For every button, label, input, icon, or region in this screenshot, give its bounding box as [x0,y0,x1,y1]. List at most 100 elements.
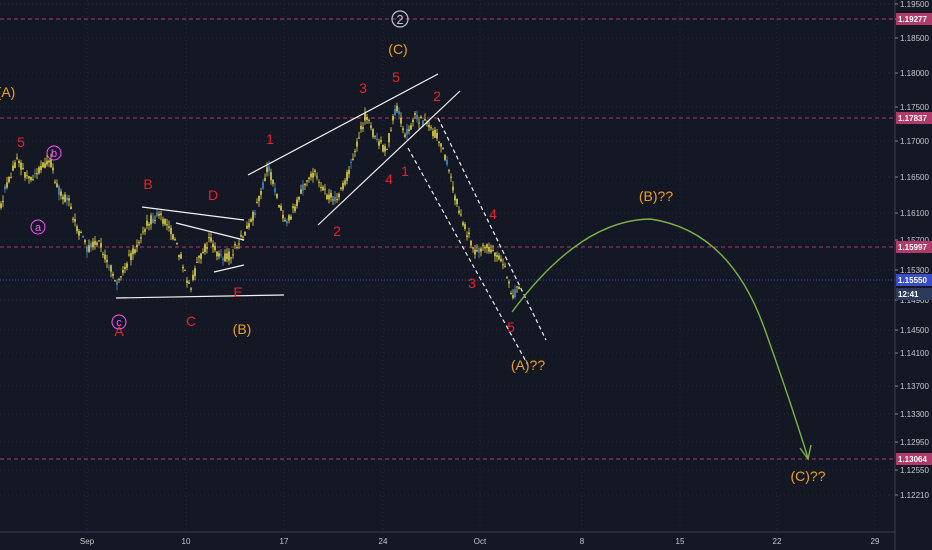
candle-body [180,254,182,259]
wave-labels: 25BD1352412435ACE(A)(C)(B)(A)??(B)??(C)?… [0,10,826,484]
candle-body [296,199,298,206]
candle-body [238,243,240,245]
candle-body [430,127,432,129]
candle-body [210,237,212,242]
candle-body [10,177,12,179]
candle-body [260,191,262,195]
candle-body [258,195,260,202]
candle-body [198,255,200,258]
candle-body [452,186,454,191]
candle-body [66,197,68,201]
candle-body [158,214,160,216]
candle-body [346,172,348,181]
candle-body [354,150,356,152]
candle-body [90,242,92,248]
candle-body [350,161,352,163]
wave-label-red: 3 [468,275,476,291]
candle-body [70,206,72,210]
y-tick-label: 1.15300 [900,266,929,275]
candle-body [362,127,364,129]
candle-body [454,195,456,201]
wave-label-red: A [114,323,124,339]
candle-body [214,245,216,251]
candle-body [96,242,98,245]
y-tick-label: 1.12550 [900,466,929,475]
candle-body [334,196,336,202]
candle-body [488,246,490,252]
candle-body [6,182,8,188]
wave-label-red: 4 [385,171,393,187]
candle-body [276,193,278,198]
candle-body [120,276,122,278]
candle-body [226,253,228,260]
candle-body [142,231,144,233]
candle-body [222,258,224,261]
wave-label-magenta: b [51,148,57,160]
candle-body [432,130,434,137]
wave-label-red: 2 [333,223,341,239]
candle-body [464,224,466,229]
candle-body [308,177,310,180]
candle-body [370,125,372,128]
candle-body [56,183,58,188]
candle-body [196,261,198,263]
candle-body [58,186,60,195]
wave-label-orange: (B) [233,321,252,337]
candle-body [326,194,328,200]
candle-body [336,199,338,201]
candle-body [352,158,354,161]
candle-body [286,220,288,224]
candle-body [40,165,42,171]
candle-body [224,253,226,262]
candle-body [340,187,342,189]
wave-label-orange: (A) [0,84,15,100]
wave-label-magenta: a [35,222,42,234]
candle-body [288,215,290,221]
y-tick-label: 1.15700 [900,236,929,245]
candle-body [310,173,312,178]
candle-body [360,125,362,130]
candle-body [282,214,284,219]
candle-body [398,111,400,115]
candle-body [506,277,508,279]
candle-body [262,182,264,189]
candle-body [140,237,142,239]
candle-body [0,203,2,208]
candle-body [388,133,390,143]
candle-body [394,108,396,116]
candle-body [112,273,114,276]
wave-label-red: 2 [433,88,441,104]
candle-body [358,137,360,139]
candle-body [124,266,126,269]
candle-body [150,215,152,225]
x-tick-label: 10 [182,537,191,546]
candle-body [26,175,28,177]
candle-body [302,184,304,191]
price-level-tag-text: 1.15550 [898,276,927,285]
candle-body [324,188,326,190]
candle-body [256,202,258,204]
x-tick-label: 22 [773,537,782,546]
y-tick-label: 1.16500 [900,173,929,182]
candle-body [402,128,404,131]
candle-body [512,295,514,298]
candle-body [128,254,130,256]
candle-body [328,194,330,200]
candle-body [78,230,80,236]
candle-body [118,278,120,280]
candle-body [4,186,6,190]
candle-body [184,269,186,271]
candle-body [434,129,436,138]
price-level-tag-text: 12:41 [898,290,919,299]
candle-body [292,206,294,209]
candle-body [138,242,140,244]
candle-body [494,252,496,257]
channel-upper-line [247,73,439,176]
candle-body [364,113,366,121]
candle-body [400,117,402,124]
candle-body [126,263,128,268]
candle-body [242,236,244,238]
candle-body [86,247,88,252]
